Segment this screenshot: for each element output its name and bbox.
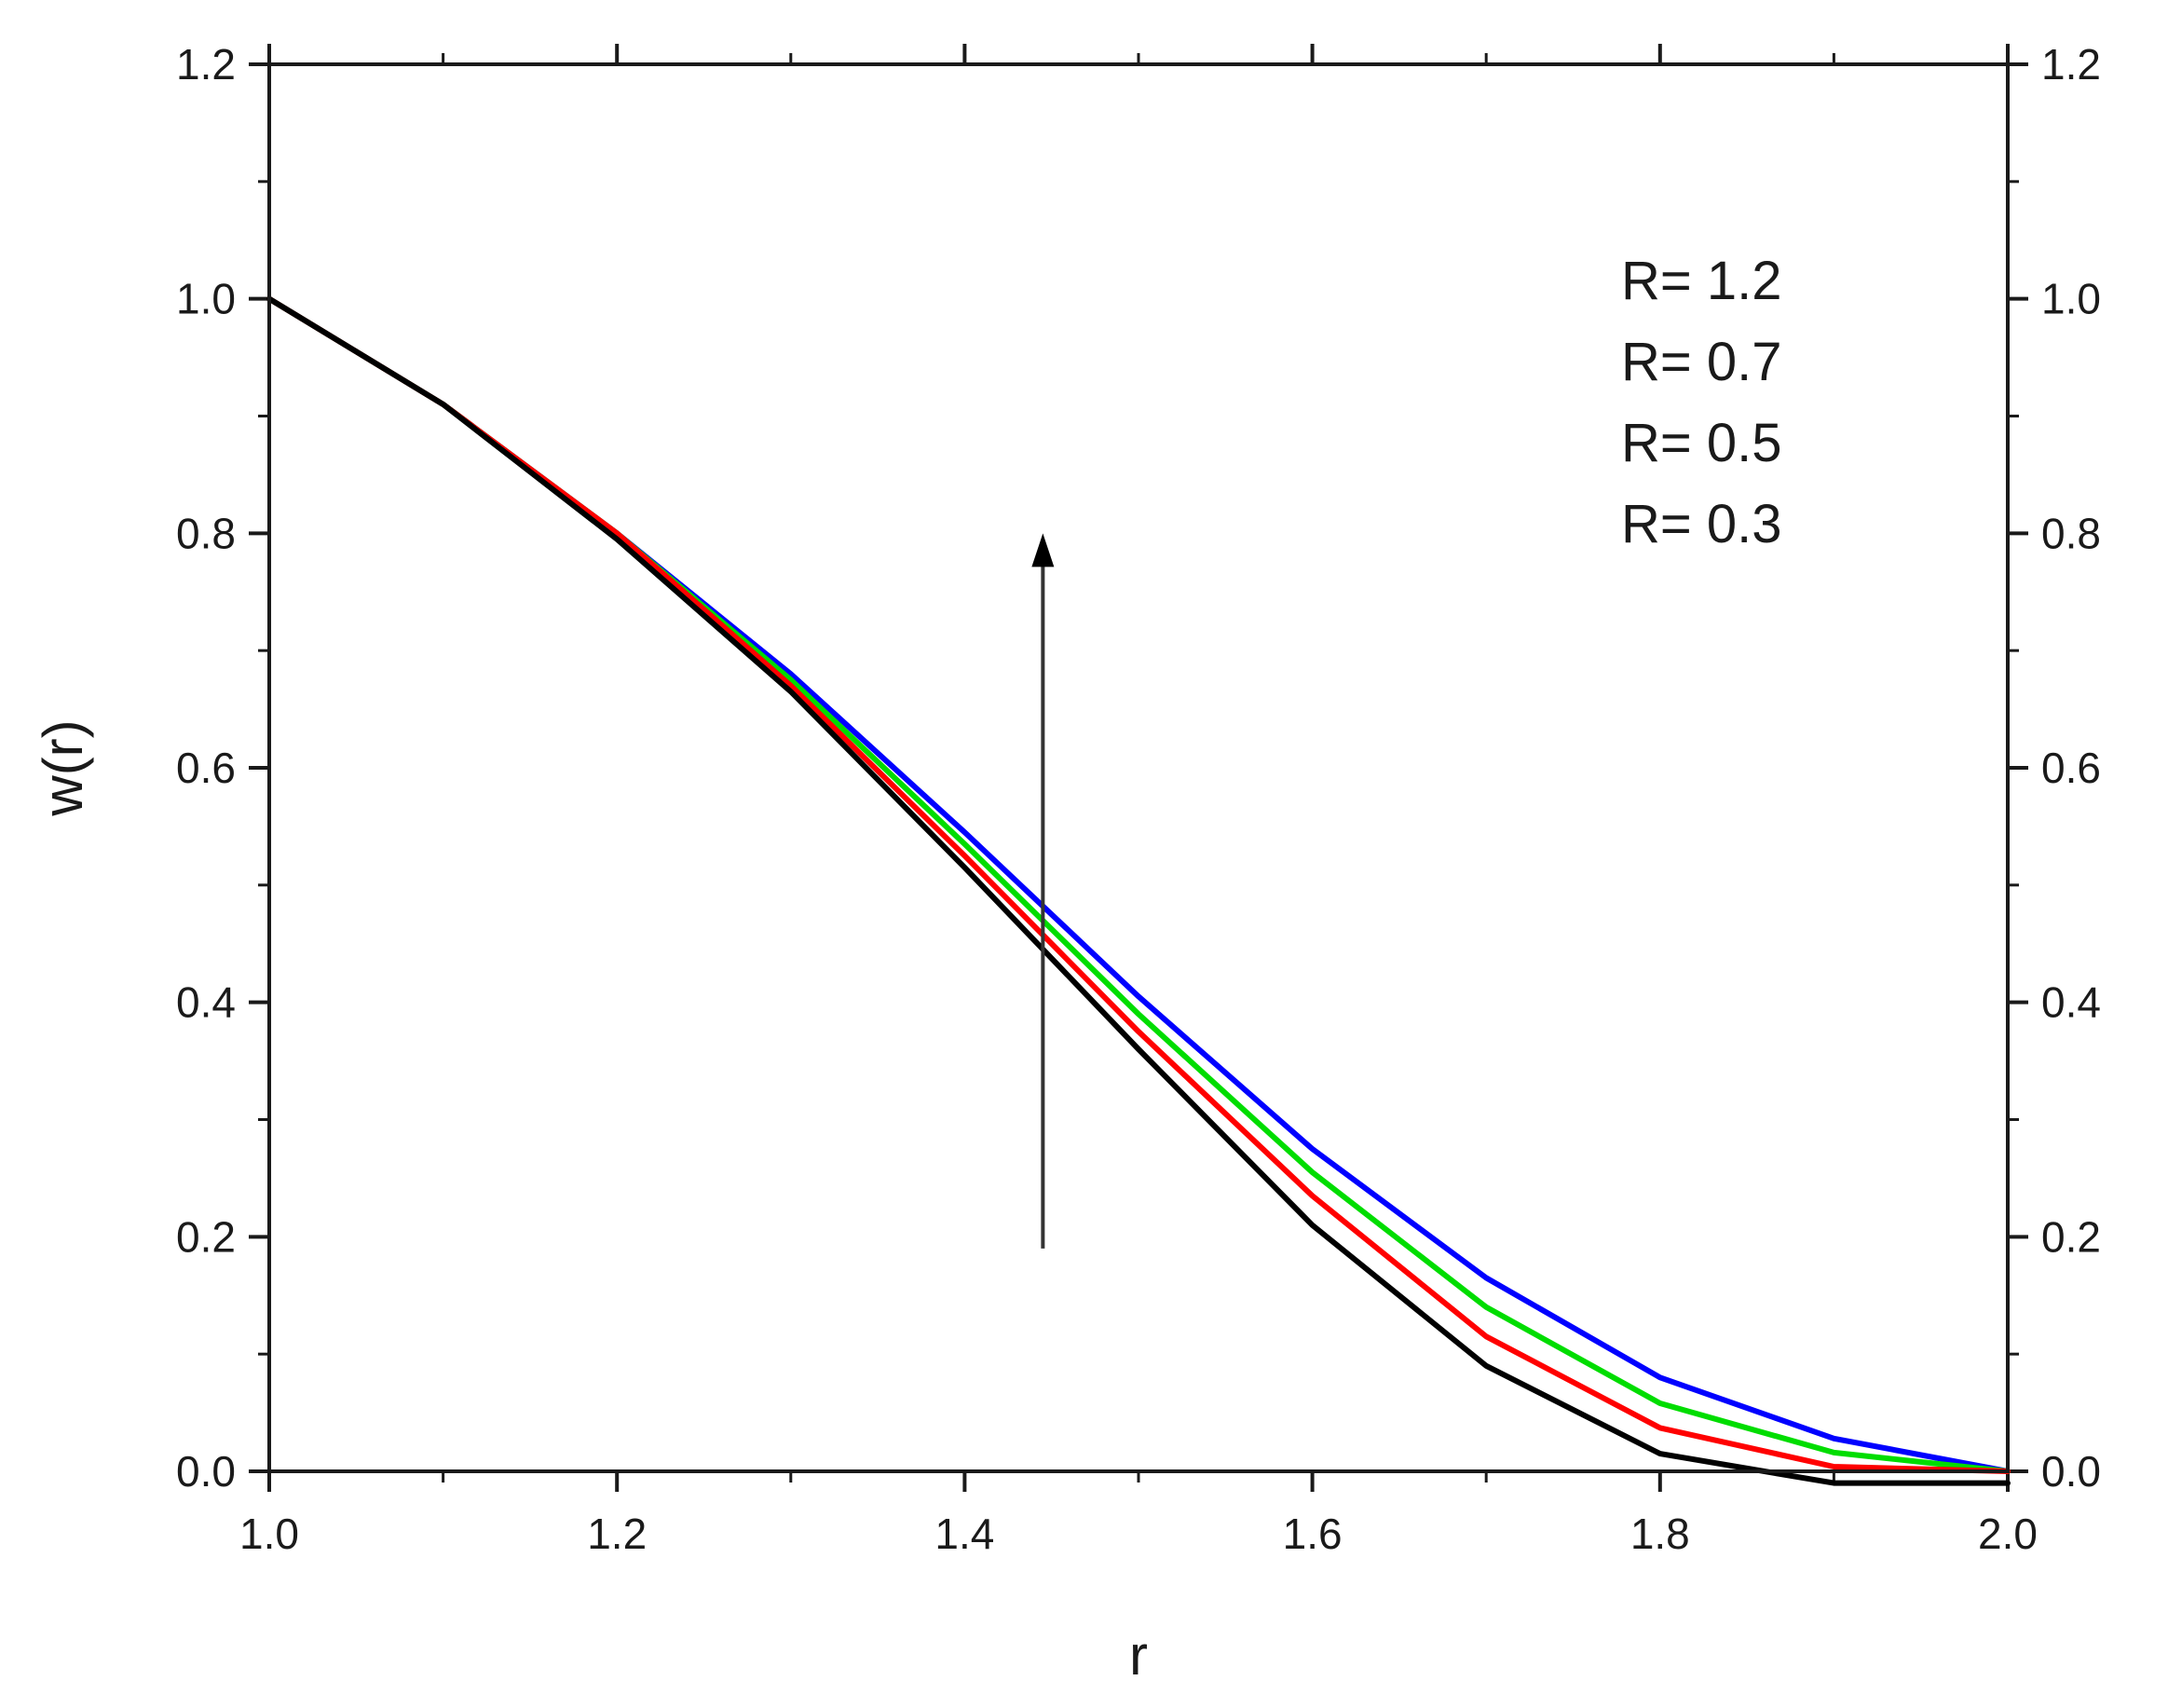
y-tick-label: 1.0 — [176, 275, 236, 323]
y-tick-label-right: 0.4 — [2041, 978, 2101, 1027]
y-tick-label-right: 1.0 — [2041, 275, 2101, 323]
plot-frame — [267, 62, 2010, 1473]
legend-label-1: R= 1.2 — [1621, 251, 1782, 311]
y-tick-label-right: 1.2 — [2041, 40, 2101, 89]
y-tick-label-right: 0.2 — [2041, 1212, 2101, 1261]
trend-arrow — [1031, 533, 1055, 1249]
legend-label-2: R= 0.7 — [1621, 332, 1782, 392]
x-axis-title: r — [1129, 1624, 1148, 1687]
arrow-head — [1031, 533, 1055, 567]
legend-label-3: R= 0.5 — [1621, 413, 1782, 473]
y-tick-label: 0.0 — [176, 1447, 236, 1496]
series-line-3 — [266, 295, 2011, 1474]
y-tick-label-right: 0.8 — [2041, 509, 2101, 557]
series-lines — [266, 295, 2011, 1486]
y-axis-title: w(r) — [32, 719, 94, 816]
x-tick-label: 1.8 — [1630, 1510, 1690, 1558]
legend-label-4: R= 0.3 — [1621, 494, 1782, 554]
x-tick-label: 2.0 — [1978, 1510, 2038, 1558]
y-tick-label: 0.2 — [176, 1212, 236, 1261]
x-tick-label: 1.6 — [1283, 1510, 1343, 1558]
y-tick-label: 0.8 — [176, 509, 236, 557]
y-tick-label: 0.6 — [176, 744, 236, 792]
series-line-4 — [266, 295, 2011, 1486]
tick-labels: 1.0 1.2 1.4 1.6 1.8 2.00.0 0.00.2 0.20.4 0.40.6 0… — [176, 40, 2101, 1558]
x-tick-label: 1.4 — [934, 1510, 994, 1558]
x-tick-label: 1.0 — [239, 1510, 299, 1558]
legend: R= 1.2 R= 0.7 R= 0.5 R= 0.3 — [1621, 251, 1782, 554]
x-tick-label: 1.2 — [587, 1510, 647, 1558]
y-tick-label-right: 0.6 — [2041, 744, 2101, 792]
y-tick-label: 0.4 — [176, 978, 236, 1027]
y-tick-label: 1.2 — [176, 40, 236, 89]
y-tick-label-right: 0.0 — [2041, 1447, 2101, 1496]
